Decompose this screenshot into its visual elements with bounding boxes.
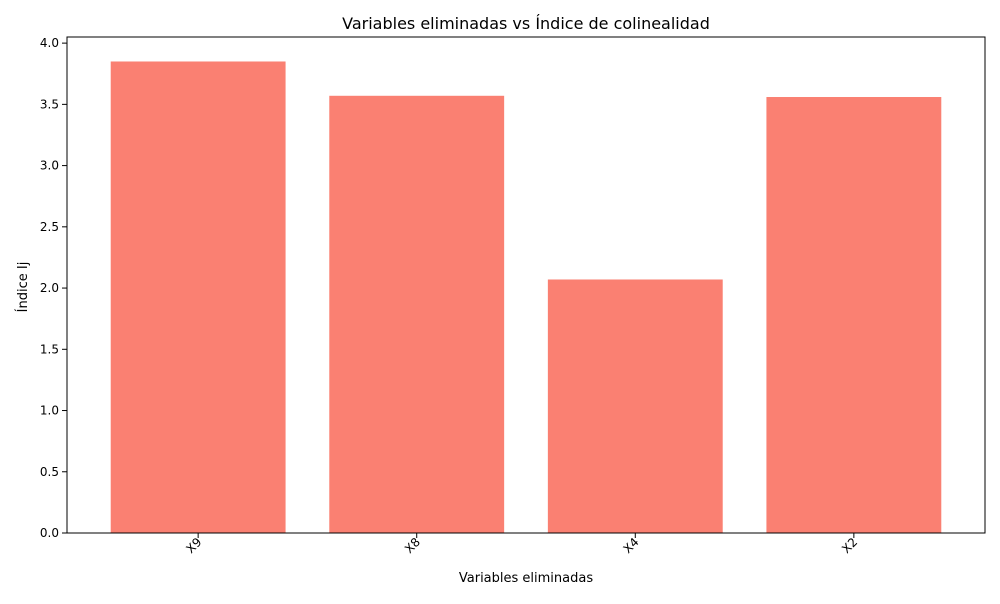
x-tick-label: X9 bbox=[183, 535, 204, 556]
axes-frame bbox=[66, 36, 986, 534]
bar-x4 bbox=[547, 279, 723, 533]
chart-title: Variables eliminadas vs Índice de coline… bbox=[342, 14, 710, 33]
y-tick-label: 1.5 bbox=[40, 342, 59, 356]
y-tick-label: 3.5 bbox=[40, 97, 59, 111]
bar-x2 bbox=[766, 97, 942, 533]
y-tick-label: 1.0 bbox=[40, 404, 59, 418]
x-tick-label: X8 bbox=[402, 535, 423, 556]
x-tick-label: X2 bbox=[839, 535, 860, 556]
y-tick-label: 2.5 bbox=[40, 220, 59, 234]
x-axis-label: Variables eliminadas bbox=[459, 571, 593, 586]
y-tick-label: 0.5 bbox=[40, 465, 59, 479]
y-tick-label: 4.0 bbox=[40, 36, 59, 50]
bar-x9 bbox=[110, 61, 286, 534]
x-tick-label: X4 bbox=[621, 535, 642, 556]
y-axis-label: Índice Ij bbox=[15, 262, 31, 313]
y-tick-label: 3.0 bbox=[40, 159, 59, 173]
y-tick-label: 0.0 bbox=[40, 526, 59, 540]
bar-x8 bbox=[329, 95, 505, 533]
plot-area: X9 X8 X4 X2 0.0 0.5 1.0 1.5 2.0 2.5 3.0 3.5 4.0 bbox=[40, 36, 986, 556]
y-tick-label: 2.0 bbox=[40, 281, 59, 295]
